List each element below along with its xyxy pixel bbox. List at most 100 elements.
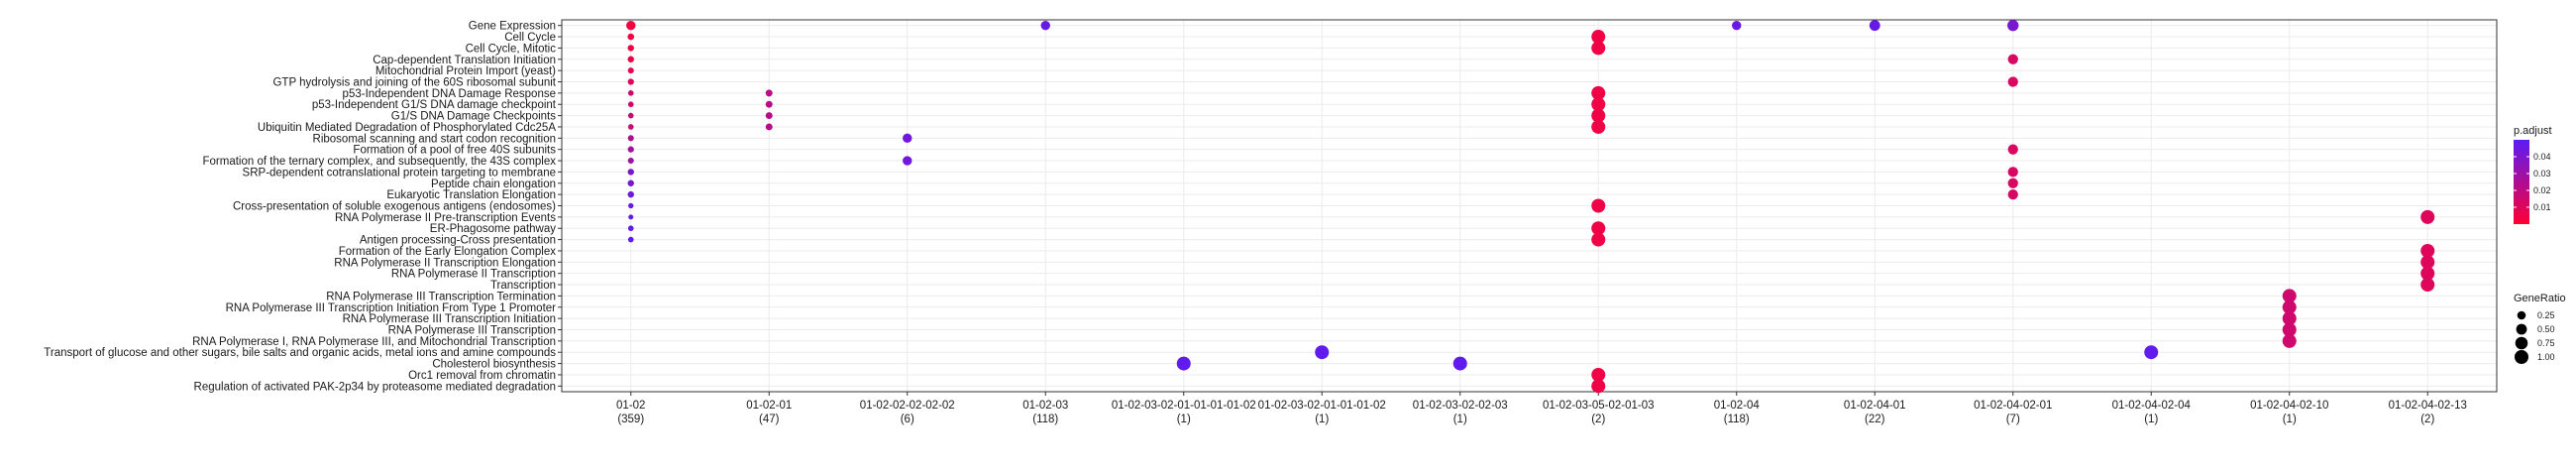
size-legend-label: 0.75	[2537, 338, 2555, 348]
x-tick-count: (1)	[1177, 414, 1191, 425]
data-point	[1591, 85, 1606, 100]
y-tick: GTP hydrolysis and joining of the 60S ri…	[272, 77, 562, 89]
data-point	[2282, 289, 2297, 303]
data-point	[2007, 54, 2018, 64]
x-tick: 01-02 (359)	[616, 392, 645, 425]
data-point	[1869, 20, 1880, 32]
data-point	[765, 112, 773, 120]
y-tick-label: SRP-dependent cotranslational protein ta…	[243, 167, 556, 178]
y-tick: Transport of glucose and other sugars, b…	[44, 347, 562, 359]
y-tick-label: Cholesterol biosynthesis	[432, 359, 556, 371]
data-point	[627, 33, 635, 41]
color-bar-tick: 0.01	[2514, 202, 2551, 212]
data-point	[627, 124, 634, 130]
x-tick: 01-02-03-02-01-01-01-02 (1)	[1258, 392, 1386, 425]
x-tick: 01-02-03-05-02-01-03 (2)	[1543, 392, 1655, 425]
y-tick-label: Formation of the Early Elongation Comple…	[339, 246, 556, 258]
data-point	[627, 112, 634, 119]
data-point	[1591, 41, 1606, 56]
size-legend-label: 0.50	[2537, 324, 2555, 334]
x-tick: 01-02-03-02-02-03 (1)	[1413, 392, 1508, 425]
y-tick-label: Orc1 removal from chromatin	[408, 370, 556, 382]
y-tick-label: ER-Phagosome pathway	[430, 223, 556, 235]
y-tick: RNA Polymerase III Transcription Initiat…	[226, 302, 562, 314]
data-point	[1591, 198, 1606, 213]
y-tick: p53-Independent G1/S DNA damage checkpoi…	[312, 99, 562, 111]
data-point	[627, 90, 634, 96]
y-tick-label: Cap-dependent Translation Initiation	[373, 55, 556, 66]
x-tick-count: (2)	[2420, 414, 2434, 425]
y-tick-label: RNA Polymerase III Transcription	[388, 325, 556, 337]
y-tick-label: Transcription	[490, 280, 556, 292]
x-tick-label: 01-02-03-05-02-01-03	[1543, 400, 1655, 412]
size-legend-items: 0.25 0.50 0.75 1.00	[2515, 310, 2555, 364]
x-tick: 01-02-02-02-02-02 (6)	[860, 392, 955, 425]
x-tick: 01-02-01 (47)	[746, 392, 792, 425]
y-tick-label: G1/S DNA Damage Checkpoints	[391, 111, 556, 123]
x-tick: 01-02-04 (118)	[1714, 392, 1761, 425]
x-axis-labels: 01-02 (359) 01-02-01 (47) 01-02-02-02-02-02 (…	[616, 392, 2467, 425]
data-point	[1591, 108, 1606, 123]
y-tick-label: Cell Cycle	[504, 32, 556, 44]
x-tick-count: (1)	[1315, 414, 1329, 425]
data-point	[2420, 243, 2435, 258]
color-bar-ticks: 0.01 0.02 0.03 0.04	[2514, 152, 2551, 212]
y-tick: G1/S DNA Damage Checkpoints	[391, 111, 562, 123]
data-point	[1591, 97, 1606, 112]
color-bar-tick: 0.02	[2514, 185, 2551, 195]
x-tick-label: 01-02-04-02-13	[2389, 400, 2467, 412]
size-legend-dot	[2516, 323, 2527, 335]
data-point	[765, 100, 773, 108]
x-tick: 01-02-04-02-04 (1)	[2112, 392, 2191, 425]
data-point	[628, 202, 634, 209]
y-tick-label: Mitochondrial Protein Import (yeast)	[376, 65, 556, 77]
y-tick-label: RNA Polymerase II Transcription	[391, 269, 556, 281]
y-tick: Antigen processing-Cross presentation	[360, 235, 562, 247]
x-tick-label: 01-02-03-02-02-03	[1413, 400, 1508, 412]
x-tick: 01-02-03-02-01-01-01-01-02 (1)	[1112, 392, 1256, 425]
size-legend-item: 0.50	[2516, 323, 2555, 335]
data-point	[627, 101, 634, 108]
data-point	[1176, 356, 1191, 371]
y-tick-label: Peptide chain elongation	[431, 178, 556, 190]
x-tick-count: (47)	[759, 414, 780, 425]
color-bar-tick: 0.04	[2514, 152, 2551, 162]
y-tick: Cross-presentation of soluble exogenous …	[233, 201, 562, 213]
data-point	[627, 158, 634, 165]
y-tick-label: RNA Polymerase II Pre-transcription Even…	[335, 212, 556, 224]
data-point	[627, 169, 634, 176]
y-tick: Formation of a pool of free 40S subunits	[353, 145, 562, 157]
y-tick-label: p53-Independent DNA Damage Response	[343, 88, 556, 100]
data-point	[903, 133, 912, 144]
size-legend-label: 1.00	[2537, 352, 2555, 362]
data-point	[2007, 178, 2018, 188]
y-tick: Ribosomal scanning and start codon recog…	[313, 133, 562, 145]
data-point	[1040, 20, 1050, 31]
y-tick: Eukaryotic Translation Elongation	[386, 189, 562, 201]
y-tick: Orc1 removal from chromatin	[408, 370, 562, 382]
y-tick: p53-Independent DNA Damage Response	[343, 88, 562, 100]
x-tick: 01-02-04-01 (22)	[1844, 392, 1906, 425]
y-tick-label: RNA Polymerase III Transcription Termina…	[326, 291, 556, 302]
size-legend-label: 0.25	[2537, 310, 2555, 320]
y-tick: SRP-dependent cotranslational protein ta…	[243, 167, 562, 178]
x-tick: 01-02-04-02-13 (2)	[2389, 392, 2467, 425]
data-point	[2007, 167, 2018, 178]
x-tick-count: (1)	[2283, 414, 2297, 425]
color-bar	[2514, 140, 2529, 224]
y-tick: Formation of the ternary complex, and su…	[203, 156, 562, 168]
data-point	[2282, 333, 2297, 348]
data-point	[2420, 266, 2435, 281]
y-tick: Gene Expression	[469, 21, 562, 33]
data-point	[2282, 322, 2297, 337]
data-point	[1315, 345, 1330, 360]
y-tick: Regulation of activated PAK-2p34 by prot…	[194, 381, 562, 393]
y-tick-label: Cell Cycle, Mitotic	[466, 43, 557, 55]
x-tick-label: 01-02-04	[1714, 400, 1761, 412]
data-point	[627, 190, 634, 198]
y-tick: Cell Cycle, Mitotic	[466, 43, 562, 55]
y-tick: RNA Polymerase III Transcription Termina…	[326, 291, 562, 302]
x-tick-count: (7)	[2006, 414, 2020, 425]
data-point	[628, 214, 634, 220]
x-tick-count: (118)	[1724, 414, 1750, 425]
